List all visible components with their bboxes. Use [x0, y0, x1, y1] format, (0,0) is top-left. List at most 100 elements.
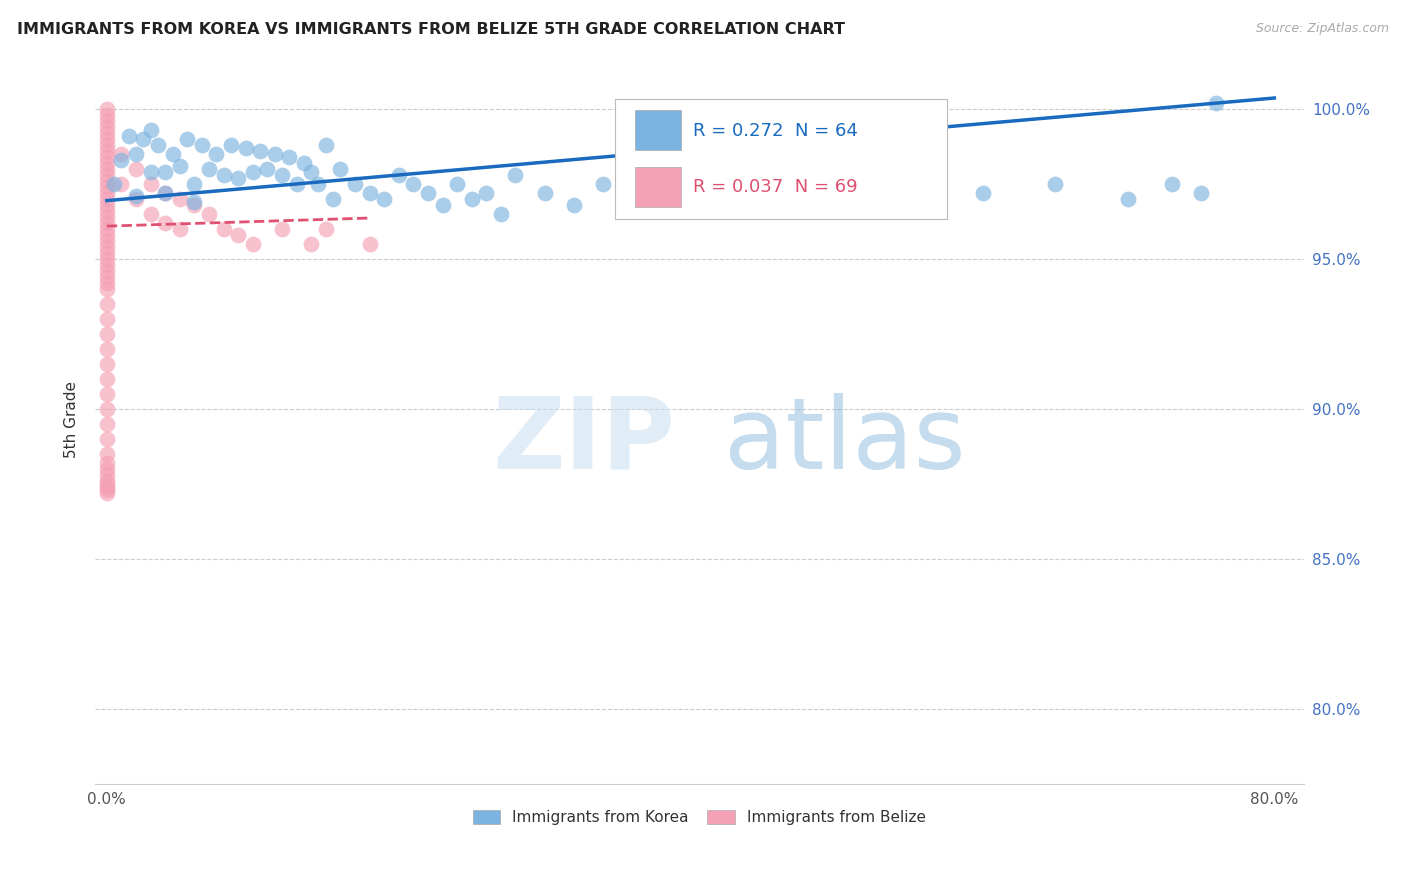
- Point: [169, 192, 191, 206]
- Point: [183, 198, 205, 212]
- Point: [132, 132, 155, 146]
- Point: [96, 144, 118, 158]
- Point: [96, 432, 118, 446]
- Point: [205, 147, 228, 161]
- Point: [96, 216, 118, 230]
- Point: [96, 372, 118, 386]
- Point: [308, 177, 330, 191]
- Point: [299, 165, 322, 179]
- Point: [96, 387, 118, 401]
- Point: [96, 486, 118, 500]
- Point: [621, 186, 644, 201]
- Point: [96, 246, 118, 260]
- Point: [96, 480, 118, 494]
- Point: [1189, 186, 1212, 201]
- Point: [505, 168, 527, 182]
- Point: [96, 108, 118, 122]
- Point: [118, 129, 141, 144]
- Point: [139, 207, 162, 221]
- Point: [139, 123, 162, 137]
- Y-axis label: 5th Grade: 5th Grade: [65, 381, 79, 458]
- Point: [825, 192, 848, 206]
- Point: [176, 132, 198, 146]
- Point: [96, 252, 118, 266]
- Point: [96, 174, 118, 188]
- Point: [533, 186, 555, 201]
- Point: [96, 456, 118, 470]
- Point: [96, 120, 118, 135]
- Point: [155, 186, 177, 201]
- Point: [125, 192, 148, 206]
- Text: Source: ZipAtlas.com: Source: ZipAtlas.com: [1256, 22, 1389, 36]
- Point: [110, 177, 132, 191]
- Point: [96, 132, 118, 146]
- Point: [96, 222, 118, 236]
- Point: [96, 474, 118, 488]
- Point: [190, 138, 212, 153]
- Point: [475, 186, 498, 201]
- Text: IMMIGRANTS FROM KOREA VS IMMIGRANTS FROM BELIZE 5TH GRADE CORRELATION CHART: IMMIGRANTS FROM KOREA VS IMMIGRANTS FROM…: [17, 22, 845, 37]
- Point: [650, 198, 672, 212]
- Point: [299, 237, 322, 252]
- Point: [155, 186, 177, 201]
- Point: [263, 147, 285, 161]
- Point: [125, 162, 148, 177]
- Point: [96, 468, 118, 483]
- Point: [96, 102, 118, 116]
- Point: [198, 207, 221, 221]
- Text: R = 0.037  N = 69: R = 0.037 N = 69: [693, 178, 858, 196]
- Point: [96, 276, 118, 290]
- Point: [226, 228, 249, 243]
- Point: [139, 165, 162, 179]
- Point: [96, 240, 118, 254]
- Point: [96, 357, 118, 371]
- Point: [292, 156, 315, 170]
- Point: [402, 177, 425, 191]
- Point: [322, 192, 344, 206]
- Point: [249, 144, 271, 158]
- Point: [226, 171, 249, 186]
- Point: [898, 177, 921, 191]
- Text: atlas: atlas: [724, 393, 965, 490]
- Point: [96, 342, 118, 356]
- Point: [219, 138, 242, 153]
- Point: [359, 186, 381, 201]
- Point: [110, 153, 132, 168]
- Point: [96, 312, 118, 326]
- Point: [212, 168, 235, 182]
- Point: [110, 147, 132, 161]
- Point: [169, 159, 191, 173]
- Point: [96, 417, 118, 431]
- Point: [1045, 177, 1067, 191]
- Point: [96, 204, 118, 219]
- Point: [315, 222, 337, 236]
- Point: [972, 186, 994, 201]
- Point: [162, 147, 184, 161]
- Point: [96, 198, 118, 212]
- Point: [359, 237, 381, 252]
- Point: [155, 216, 177, 230]
- Point: [212, 222, 235, 236]
- Point: [96, 327, 118, 342]
- Point: [96, 210, 118, 224]
- Point: [592, 177, 614, 191]
- Point: [96, 150, 118, 164]
- Point: [96, 162, 118, 177]
- Point: [155, 165, 177, 179]
- Point: [169, 222, 191, 236]
- Point: [96, 270, 118, 285]
- Point: [432, 198, 454, 212]
- FancyBboxPatch shape: [636, 167, 682, 207]
- Point: [1205, 96, 1227, 111]
- Point: [96, 264, 118, 278]
- Point: [125, 147, 148, 161]
- Point: [96, 234, 118, 248]
- Point: [96, 186, 118, 201]
- Point: [256, 162, 278, 177]
- Point: [96, 477, 118, 491]
- Point: [183, 177, 205, 191]
- Point: [285, 177, 308, 191]
- Point: [271, 222, 294, 236]
- Point: [96, 114, 118, 128]
- Point: [96, 402, 118, 417]
